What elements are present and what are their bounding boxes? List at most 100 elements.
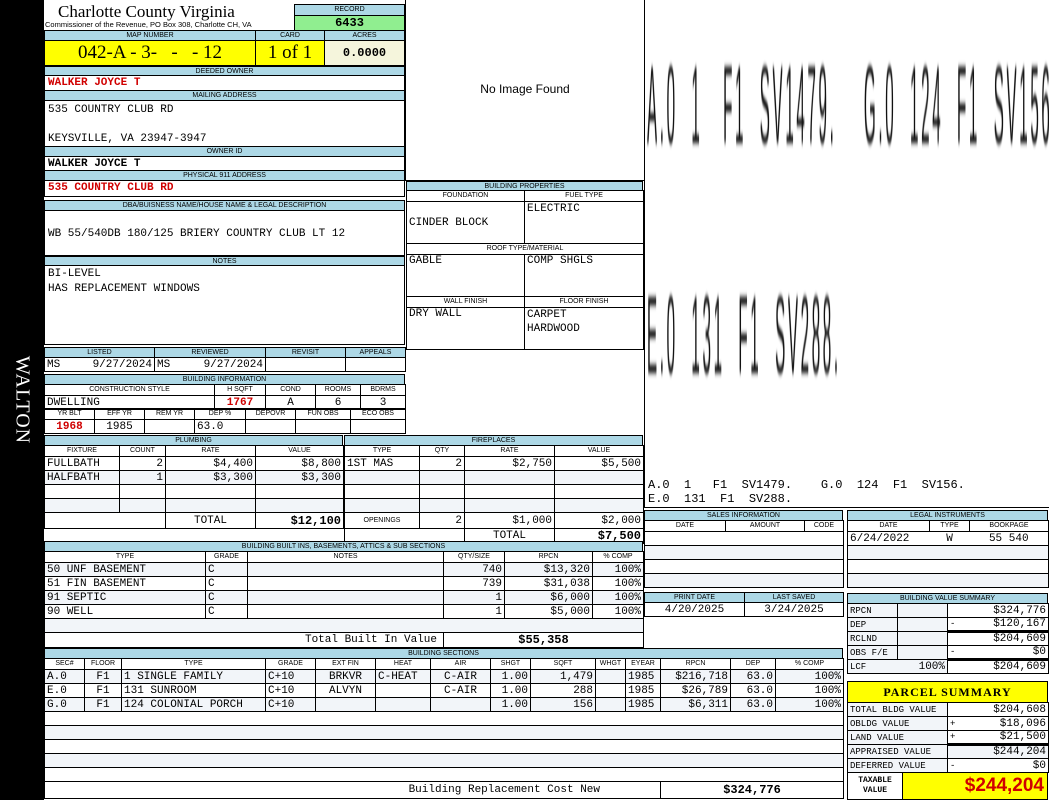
parcel-summary-table: TOTAL BLDG VALUE $204,608 OBLDG VALUE + $18… — [847, 702, 1049, 773]
listed-date: 9/27/2024 — [92, 358, 152, 371]
summary-sign: + — [947, 730, 963, 746]
listing-table: LISTED REVIEWED REVISIT APPEALS MS 9/27/2024… — [44, 347, 406, 372]
replacement-cost-label: Building Replacement Cost New — [44, 781, 661, 799]
fixture: HALFBATH — [44, 470, 120, 485]
floor-header: FLOOR — [84, 658, 122, 670]
deferred-value: $0 — [962, 758, 1049, 773]
floor-finish: CARPET HARDWOOD — [524, 307, 644, 350]
floor-finish-2: HARDWOOD — [527, 323, 580, 335]
rooms-label: ROOMS — [315, 384, 361, 396]
table-row: 90 WELL C 1 $5,000 100% — [44, 604, 644, 619]
grade: C — [205, 576, 248, 591]
rpcn: $5,000 — [504, 604, 593, 619]
whgt-header: WHGT — [595, 658, 626, 670]
type-header: TYPE — [121, 658, 266, 670]
comp: 100% — [592, 576, 644, 591]
total-bldg-value: $204,608 — [962, 702, 1049, 717]
grade: C+10 — [265, 683, 316, 698]
eco-obs-label: ECO OBS — [350, 408, 406, 420]
builtin-type: 91 SEPTIC — [44, 590, 206, 605]
notes-header: NOTES — [247, 551, 444, 563]
sketch-label-1: A.0 1 F1 SV1479. G.0 124 F1 SV156. — [647, 42, 1049, 168]
mailing-line2: KEYSVILLE, VA 23947-3947 — [48, 133, 207, 145]
print-date-label: PRINT DATE — [644, 592, 745, 603]
summary-label: DEFERRED VALUE — [847, 758, 948, 773]
grade: C — [205, 590, 248, 605]
eyear: 1985 — [625, 683, 661, 698]
district-strip: WALTON — [0, 0, 44, 800]
replacement-cost: $324,776 — [660, 781, 844, 799]
section-type: 1 SINGLE FAMILY — [121, 669, 266, 684]
wall-finish-label: WALL FINISH — [406, 296, 525, 308]
notes — [247, 562, 444, 577]
table-row: 1ST MAS 2 $2,750 $5,500 — [344, 456, 644, 471]
eff-yr-label: EFF YR — [94, 408, 145, 420]
table-row: FULLBATH 2 $4,400 $8,800 — [44, 456, 344, 471]
sec: G.0 — [44, 697, 85, 712]
sec-header: SEC# — [44, 658, 85, 670]
year-built: 1968 — [44, 419, 95, 434]
foundation-label: FOUNDATION — [406, 190, 525, 202]
comp-header: % COMP — [592, 551, 644, 563]
heat — [375, 697, 431, 712]
listed: MS 9/27/2024 — [44, 357, 155, 372]
qty-header: QTY/SIZE — [443, 551, 505, 563]
summary-label: TOTAL BLDG VALUE — [847, 702, 948, 717]
sec: A.0 — [44, 669, 85, 684]
value: $3,300 — [255, 470, 344, 485]
sec: E.0 — [44, 683, 85, 698]
sketch-label-2: E.0 131 F1 SV288. — [647, 272, 841, 398]
parcel-summary-title: PARCEL SUMMARY — [847, 681, 1048, 703]
bvs-sign — [947, 659, 963, 674]
openings-value: $2,000 — [554, 512, 644, 529]
summary-label: LAND VALUE — [847, 730, 948, 745]
land-value: $21,500 — [962, 730, 1049, 746]
bvs-table: RPCN $324,776 DEP - $120,167 RCLND $204,609 … — [847, 603, 1049, 674]
legal-type: W — [929, 531, 970, 546]
heat: C-HEAT — [375, 669, 431, 684]
card-number: 1 of 1 — [255, 40, 325, 66]
section-type: 124 COLONIAL PORCH — [121, 697, 266, 712]
grade-header: GRADE — [265, 658, 316, 670]
comp: 100% — [775, 669, 844, 684]
builtin-type: 50 UNF BASEMENT — [44, 562, 206, 577]
appeals-label: APPEALS — [345, 347, 406, 358]
fixture: FULLBATH — [44, 456, 120, 471]
owner-id: WALKER JOYCE T — [48, 158, 141, 170]
type-header: TYPE — [44, 551, 206, 563]
rpcn-header: RPCN — [504, 551, 593, 563]
legal-date-header: DATE — [847, 520, 930, 532]
reviewed-label: REVIEWED — [154, 347, 266, 358]
revisit-label: REVISIT — [265, 347, 346, 358]
eyear: 1985 — [625, 669, 661, 684]
bvs-sign — [947, 631, 963, 646]
bvs-label: OBS F/E — [847, 645, 898, 660]
print-date: 4/20/2025 — [644, 602, 745, 617]
plumbing-table: FIXTURE COUNT RATE VALUE FULLBATH 2 $4,400 $8,… — [44, 445, 344, 529]
construction-style-label: CONSTRUCTION STYLE — [44, 384, 215, 396]
dates-table: PRINT DATE LAST SAVED 4/20/2025 3/24/2025 — [644, 592, 844, 617]
summary-sign — [947, 744, 963, 759]
table-row — [344, 498, 644, 513]
map-number: 042-A - 3- - - 12 — [44, 40, 256, 66]
sales-table: DATE AMOUNT CODE — [644, 520, 844, 588]
whgt — [595, 697, 626, 712]
listed-by: MS — [47, 358, 61, 371]
rpcn: $13,320 — [504, 562, 593, 577]
depovr-label: DEPOVR — [245, 408, 296, 420]
openings-qty: 2 — [419, 512, 465, 529]
notes — [247, 576, 444, 591]
shgt: 1.00 — [490, 669, 531, 684]
dep-header: DEP — [730, 658, 776, 670]
yr-blt-label: YR BLT — [44, 408, 95, 420]
summary-label: OBLDG VALUE — [847, 716, 948, 731]
legal-description: WB 55/540DB 180/125 BRIERY COUNTRY CLUB … — [48, 228, 346, 240]
ext-fin — [315, 697, 376, 712]
notes — [247, 590, 444, 605]
obldg-value: $18,096 — [962, 716, 1049, 731]
building-sketch: A.0 1 F1 SV1479. G.0 124 F1 SV156. E.0 1… — [644, 0, 1049, 508]
building-info-table-1: CONSTRUCTION STYLE H SQFT COND ROOMS BDRMS D… — [44, 384, 406, 410]
builtins-total-label: Total Built In Value — [44, 632, 444, 648]
bvs-value: $324,776 — [962, 603, 1049, 618]
comp: 100% — [592, 562, 644, 577]
